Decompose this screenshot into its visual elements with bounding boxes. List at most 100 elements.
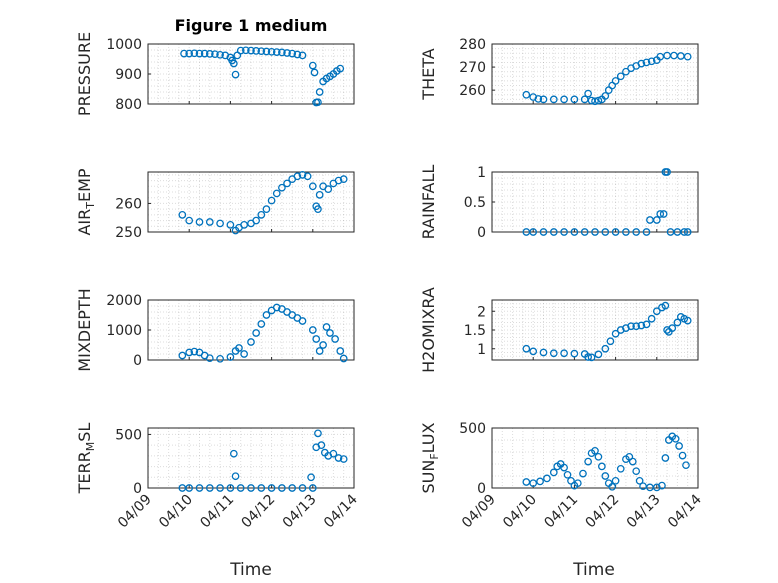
data-point <box>632 228 641 236</box>
data-point <box>226 484 235 492</box>
data-point <box>278 183 286 192</box>
data-point <box>272 189 281 198</box>
y-tick-label: 2 <box>477 304 486 320</box>
data-point <box>601 228 610 236</box>
data-point <box>336 64 345 73</box>
data-point <box>573 479 582 488</box>
subplot-6: 1 1.5 2 H2OMIXRA <box>419 287 699 373</box>
data-point <box>252 329 260 337</box>
data-point <box>579 469 587 478</box>
x-axis-label-right: Time <box>572 560 615 580</box>
data-point <box>668 324 677 332</box>
data-point <box>549 349 558 358</box>
data-point <box>185 348 194 357</box>
data-point <box>231 472 240 481</box>
y-tick-label: 0 <box>477 481 486 497</box>
data-point <box>570 95 579 104</box>
axes-frame <box>147 171 355 233</box>
data-point <box>606 337 615 346</box>
data-point <box>257 484 266 492</box>
y-tick-label: 1 <box>477 342 486 358</box>
data-point <box>312 335 321 343</box>
data-series <box>178 303 348 363</box>
data-point <box>310 68 319 77</box>
data-point <box>288 49 297 58</box>
data-point <box>293 50 302 59</box>
y-axis-label: TERRMSL <box>75 423 97 495</box>
data-point <box>247 484 255 492</box>
grid-lines <box>147 172 355 233</box>
data-point <box>315 88 324 96</box>
x-tick-label: 04/13 <box>280 492 320 532</box>
data-point <box>319 341 327 349</box>
data-series <box>180 46 345 107</box>
data-point <box>226 353 235 361</box>
x-axis-label-left: Time <box>229 560 272 580</box>
data-point <box>308 326 317 334</box>
data-point <box>652 483 661 492</box>
data-point <box>611 77 620 85</box>
data-point <box>611 329 620 338</box>
grid-lines <box>147 43 355 105</box>
y-tick-label: 270 <box>459 60 486 76</box>
y-tick-label: 1.5 <box>464 323 486 339</box>
y-tick-label: 260 <box>459 83 486 99</box>
data-point <box>334 176 343 185</box>
data-point <box>308 182 317 191</box>
data-point <box>663 168 671 176</box>
data-point <box>298 484 307 492</box>
data-point <box>637 59 646 68</box>
data-point <box>608 482 617 491</box>
data-point <box>205 354 214 363</box>
data-point <box>178 351 187 360</box>
data-point <box>262 311 271 319</box>
data-point <box>680 228 689 236</box>
data-point <box>257 320 266 328</box>
data-point <box>226 221 235 229</box>
data-point <box>601 344 610 353</box>
data-point <box>288 484 297 492</box>
data-point <box>632 322 641 331</box>
data-point <box>622 67 630 76</box>
subplot-8: 0 500 04/09 04/10 04/11 04/12 04/13 04/14 SUNFLU… <box>419 421 705 531</box>
data-point <box>587 353 596 362</box>
data-point <box>642 228 651 236</box>
data-point <box>339 354 348 363</box>
data-point <box>673 318 682 327</box>
data-point <box>584 457 592 466</box>
data-point <box>331 335 339 343</box>
data-point <box>601 92 610 100</box>
data-point <box>178 211 187 219</box>
data-point <box>272 303 281 312</box>
data-point <box>195 49 204 58</box>
data-point <box>257 47 266 56</box>
data-point <box>671 434 680 443</box>
data-point <box>236 46 245 55</box>
data-point <box>326 329 334 337</box>
data-series <box>178 171 348 235</box>
y-tick-label: 0 <box>133 353 142 369</box>
data-point <box>283 49 291 57</box>
data-point <box>584 89 592 98</box>
data-point <box>329 449 338 458</box>
data-point <box>682 461 690 470</box>
x-tick-label: 04/14 <box>665 491 705 531</box>
data-point <box>211 50 219 59</box>
data-point <box>570 228 579 236</box>
data-point <box>539 95 548 104</box>
data-point <box>661 301 670 310</box>
y-tick-label: 1000 <box>106 323 142 339</box>
x-tick-label: 04/10 <box>156 492 196 532</box>
x-tick-label: 04/10 <box>500 492 540 532</box>
data-point <box>298 317 307 325</box>
y-axis-label: AIRTEMP <box>75 168 97 235</box>
data-point <box>611 476 620 485</box>
data-point <box>185 484 194 492</box>
data-point <box>252 47 260 55</box>
data-point <box>307 473 315 482</box>
data-point <box>200 49 209 58</box>
data-point <box>529 228 538 236</box>
data-point <box>231 70 240 79</box>
data-point <box>314 98 322 107</box>
